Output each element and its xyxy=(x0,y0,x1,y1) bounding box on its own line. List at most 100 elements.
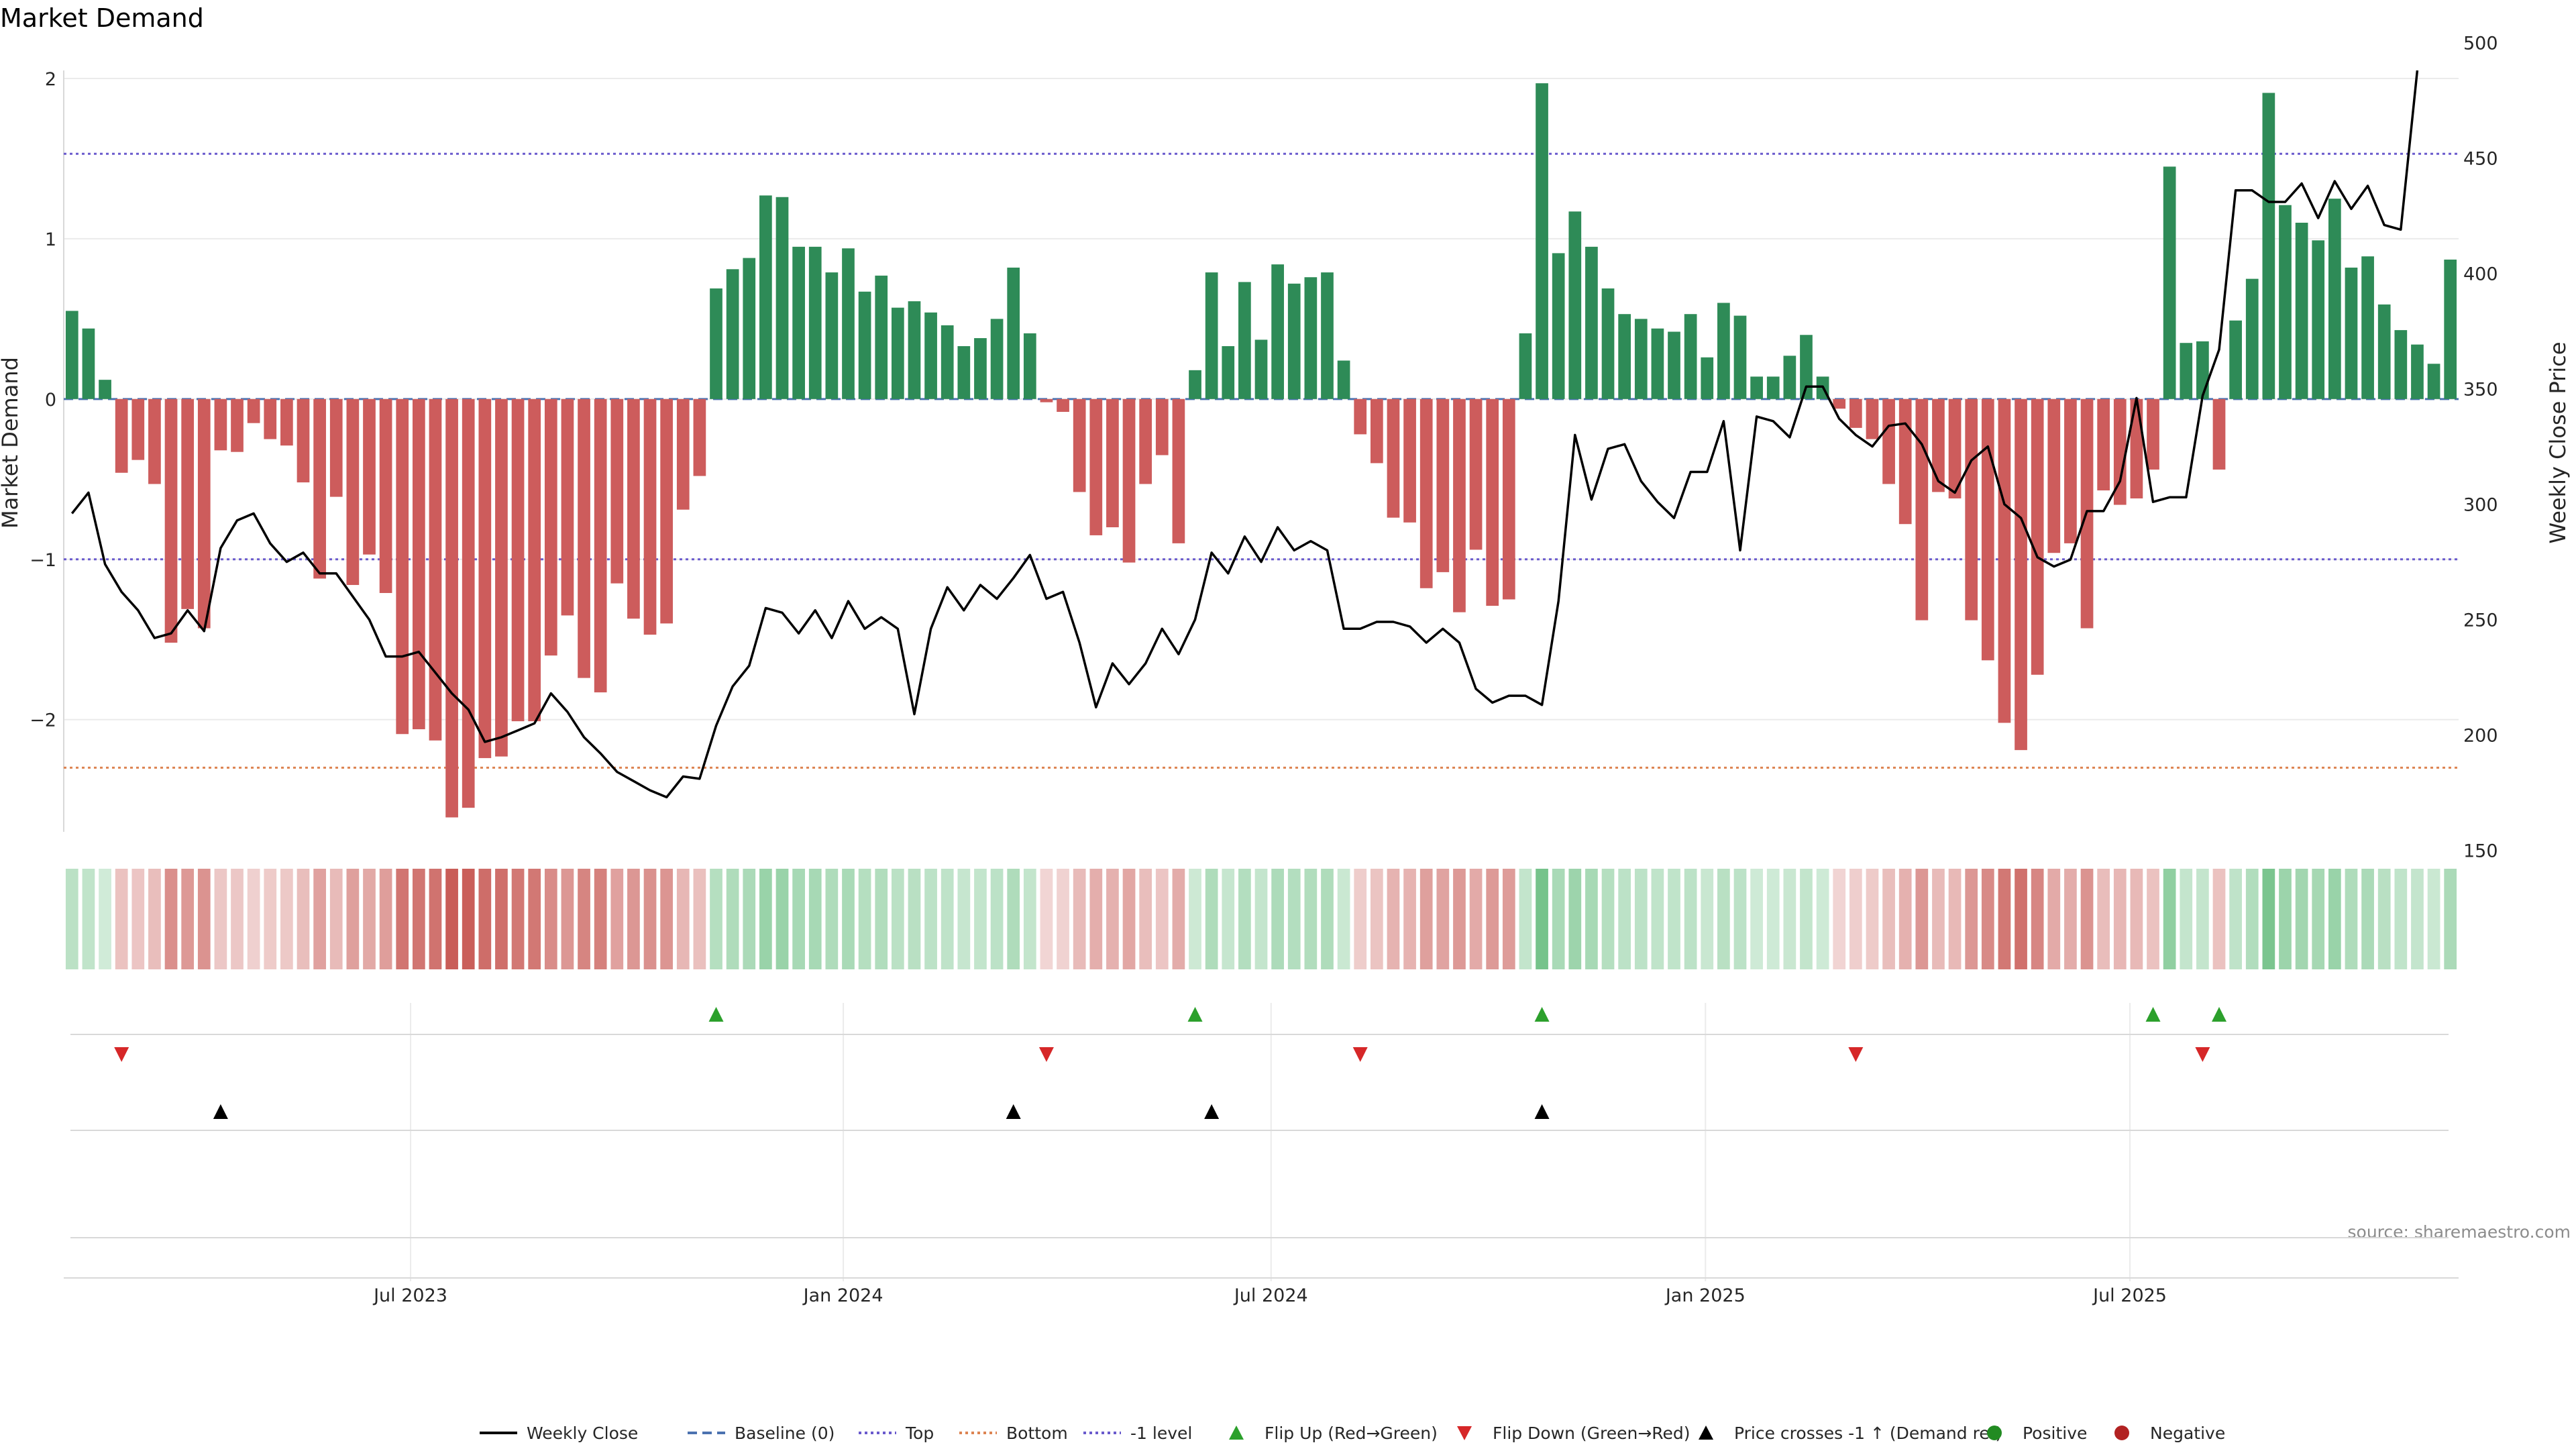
demand-bar xyxy=(1254,339,1268,399)
demand-bar xyxy=(99,380,111,399)
heat-cell xyxy=(808,869,822,969)
demand-bar xyxy=(544,398,557,656)
heat-cell xyxy=(511,869,525,969)
heat-cell xyxy=(875,869,888,969)
demand-bar xyxy=(875,275,888,399)
x-tick-label: Jan 2024 xyxy=(802,1285,883,1306)
demand-bar xyxy=(1403,398,1416,523)
demand-bar xyxy=(2147,398,2159,470)
heat-cell xyxy=(2377,869,2391,969)
demand-bar xyxy=(65,311,78,399)
heat-cell xyxy=(775,869,789,969)
heat-cell xyxy=(2427,869,2440,969)
demand-bar xyxy=(2377,304,2391,399)
heat-cell xyxy=(478,869,492,969)
heat-cell xyxy=(1800,869,1813,969)
heat-cell xyxy=(2295,869,2308,969)
heat-cell xyxy=(280,869,293,969)
y2-axis-ticks: 500 450 400 350 300 250 200 150 xyxy=(2463,34,2498,862)
heat-cell xyxy=(264,869,277,969)
heat-cell xyxy=(1287,869,1301,969)
demand-bar xyxy=(412,398,425,730)
heat-cell xyxy=(1370,869,1383,969)
demand-bar xyxy=(264,398,277,439)
demand-bar xyxy=(2262,93,2275,399)
heat-cell xyxy=(2262,869,2275,969)
demand-bar xyxy=(1651,328,1664,399)
heat-cell xyxy=(1568,869,1582,969)
demand-bar xyxy=(627,398,640,619)
demand-bar xyxy=(1106,398,1119,527)
legend-label: Bottom xyxy=(1006,1424,1068,1443)
heat-cell xyxy=(2130,869,2143,969)
y-tick-label: 2 xyxy=(45,69,56,90)
heat-cell xyxy=(462,869,475,969)
heat-cell xyxy=(1536,869,1548,969)
demand-bar xyxy=(363,398,376,555)
weekly-close-series xyxy=(70,70,2419,799)
heat-cell xyxy=(1354,869,1367,969)
demand-bar xyxy=(1866,398,1879,439)
y2-tick-label: 150 xyxy=(2463,841,2498,862)
heat-cell xyxy=(1684,869,1697,969)
heat-cell xyxy=(1519,869,1532,969)
demand-bar xyxy=(1668,331,1680,399)
heat-cell xyxy=(1601,869,1615,969)
demand-bar xyxy=(1271,264,1284,399)
demand-bar xyxy=(197,398,211,629)
heat-cell xyxy=(2031,869,2044,969)
x-tick-label: Jul 2023 xyxy=(372,1285,447,1306)
demand-bar xyxy=(1189,370,1201,399)
demand-bar xyxy=(1733,315,1747,399)
y2-axis-label: Weekly Close Price xyxy=(2545,341,2571,543)
demand-bar xyxy=(1436,398,1450,572)
heat-cell xyxy=(957,869,971,969)
demand-bar xyxy=(1634,319,1648,399)
flip-up-marker xyxy=(2145,1007,2161,1022)
heat-cell xyxy=(1833,869,1846,969)
heat-cell xyxy=(2345,869,2358,969)
legend-swatch xyxy=(1987,1426,2002,1440)
heat-cell xyxy=(1965,869,1978,969)
heat-cell xyxy=(1898,869,1912,969)
demand-bar xyxy=(1007,267,1020,399)
heat-cell xyxy=(1668,869,1680,969)
heat-cell xyxy=(1271,869,1284,969)
heat-cell xyxy=(1172,869,1185,969)
heat-cell xyxy=(1849,869,1862,969)
heat-cell xyxy=(1733,869,1747,969)
demand-bar xyxy=(2047,398,2061,553)
heat-cell xyxy=(2196,869,2209,969)
demand-bar xyxy=(214,398,227,451)
heat-cell xyxy=(445,869,458,969)
heat-cell xyxy=(1057,869,1069,969)
flip-down-marker xyxy=(1352,1047,1368,1062)
demand-bar xyxy=(1601,288,1615,399)
demand-bar xyxy=(511,398,525,722)
heat-cell xyxy=(2180,869,2193,969)
heat-cell xyxy=(1419,869,1433,969)
y-tick-label: −2 xyxy=(30,710,56,731)
demand-bar xyxy=(313,398,326,579)
demand-bar xyxy=(2427,364,2440,399)
heat-cell xyxy=(792,869,805,969)
demand-bar xyxy=(1469,398,1483,550)
demand-bar xyxy=(610,398,624,584)
demand-bar xyxy=(594,398,607,693)
heat-cell xyxy=(2113,869,2127,969)
demand-bar xyxy=(329,398,343,497)
demand-bar xyxy=(1040,398,1053,402)
heat-cell xyxy=(197,869,211,969)
heat-cell xyxy=(82,869,95,969)
legend-label: Negative xyxy=(2150,1424,2225,1443)
demand-bar xyxy=(2163,166,2176,399)
heat-cell xyxy=(115,869,128,969)
heat-cell xyxy=(2047,869,2061,969)
heat-cell xyxy=(1238,869,1251,969)
heat-cell xyxy=(1915,869,1929,969)
y-tick-label: 1 xyxy=(45,229,56,250)
heat-cell xyxy=(1155,869,1169,969)
demand-bar xyxy=(1122,398,1136,563)
y2-tick-label: 450 xyxy=(2463,149,2498,170)
demand-bar xyxy=(1205,272,1218,399)
